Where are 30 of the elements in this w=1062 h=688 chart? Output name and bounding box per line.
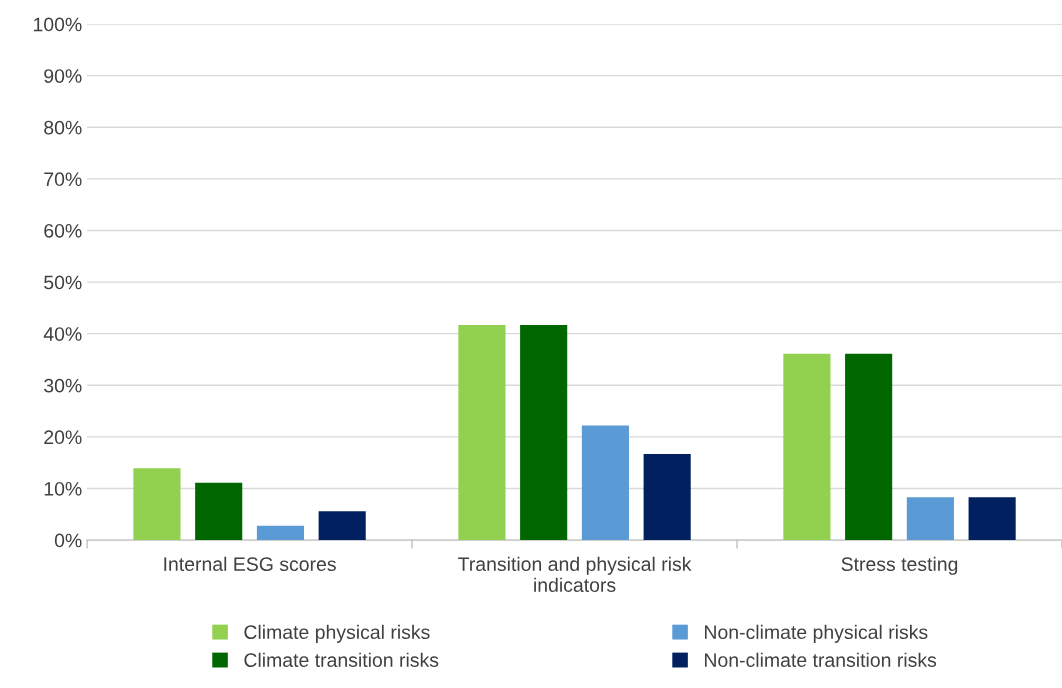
- y-tick-label: 90%: [44, 69, 82, 83]
- y-tick-label: 20%: [44, 430, 82, 445]
- y-tick-label: 10%: [44, 481, 82, 496]
- x-tick-label: Stress testing: [841, 556, 958, 575]
- bar: [458, 324, 506, 541]
- y-tick-label: 0%: [54, 533, 82, 548]
- y-tick-label: 80%: [44, 120, 82, 135]
- bar: [256, 525, 304, 541]
- bar: [783, 353, 831, 541]
- y-tick-label: 40%: [43, 327, 82, 341]
- legend-label: Climate transition risks: [244, 652, 439, 667]
- y-tick-label: 50%: [44, 275, 82, 290]
- x-tick-label: Internal ESG scores: [164, 556, 336, 572]
- bar: [845, 353, 893, 541]
- bar: [968, 497, 1016, 541]
- x-tick-label: Transition and physical risk indicators: [458, 556, 692, 592]
- bar: [643, 453, 691, 541]
- legend-label: Non-climate transition risks: [705, 652, 937, 667]
- y-tick-label: 30%: [44, 378, 82, 393]
- bar: [581, 425, 629, 541]
- bar: [318, 511, 366, 541]
- y-tick-label: 60%: [44, 223, 82, 238]
- bar: [520, 324, 568, 541]
- y-tick-label: 70%: [44, 172, 82, 187]
- bar: [906, 497, 954, 541]
- bar: [133, 468, 181, 541]
- legend-label: Climate physical risks: [244, 624, 430, 643]
- bar: [195, 482, 243, 541]
- y-tick-label: 100%: [33, 17, 82, 32]
- legend-label: Non-climate physical risks: [705, 624, 928, 643]
